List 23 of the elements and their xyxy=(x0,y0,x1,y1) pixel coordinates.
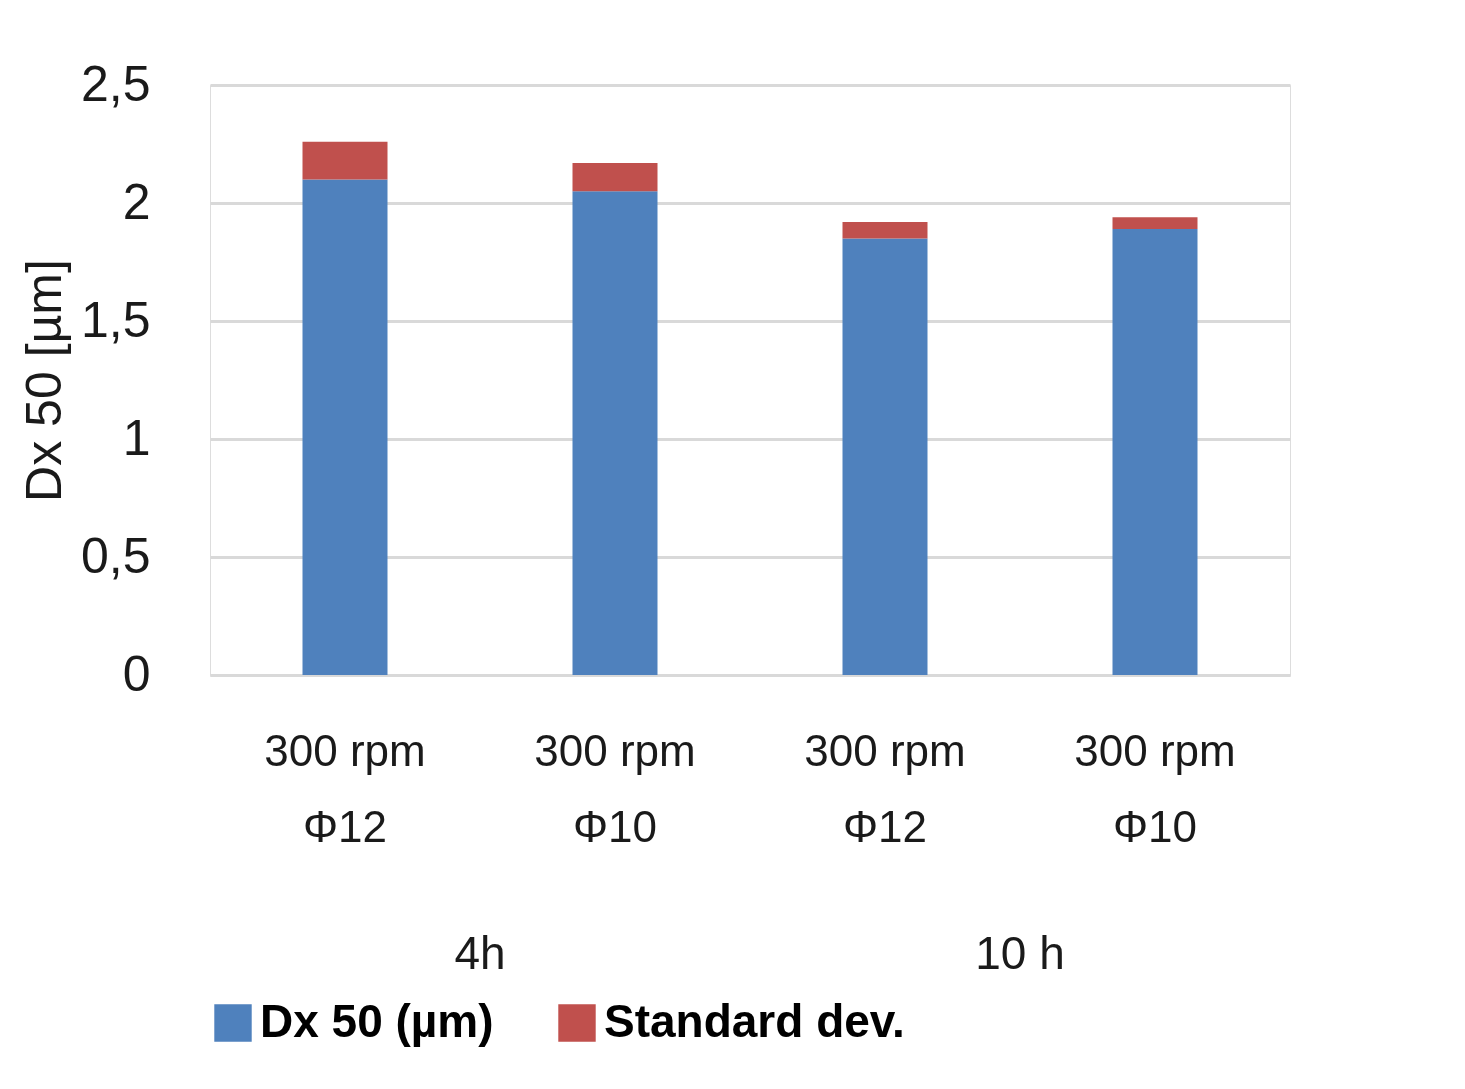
bar xyxy=(1112,217,1198,229)
y-tick-label: 0,5 xyxy=(80,527,151,584)
x-tick-label: 300 rpm Φ12 xyxy=(804,725,966,851)
x-tick-label: 300 rpm Φ10 xyxy=(1074,725,1236,851)
y-tick-label: 0 xyxy=(122,645,151,702)
text: 4h xyxy=(454,927,506,979)
y-axis-title: Dx 50 [µm] xyxy=(15,259,72,502)
bar xyxy=(302,141,388,180)
y-tick-label: 1 xyxy=(122,409,151,466)
bar xyxy=(1112,228,1198,675)
bar xyxy=(842,238,928,675)
bar xyxy=(302,179,388,675)
bar xyxy=(572,162,658,192)
text: 10 h xyxy=(975,927,1065,979)
y-tick-label: 2 xyxy=(122,173,151,230)
y-tick-label: 1,5 xyxy=(80,291,151,348)
x-tick-label: 300 rpm Φ12 xyxy=(264,725,426,851)
bar xyxy=(842,221,928,239)
legend-label: Standard dev. xyxy=(604,995,905,1047)
x-tick-label: 300 rpm Φ10 xyxy=(534,725,696,851)
legend-label: Dx 50 (µm) xyxy=(260,995,494,1047)
y-tick-label: 2,5 xyxy=(80,55,151,112)
bar xyxy=(572,191,658,675)
